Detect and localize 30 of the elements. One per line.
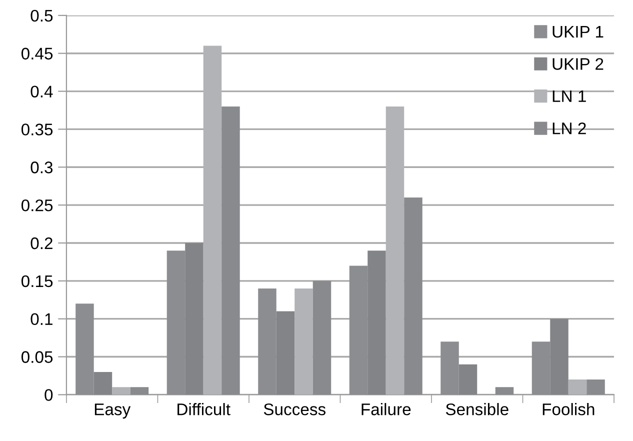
x-tick-label: Sensible <box>446 403 508 416</box>
x-tick-label: Success <box>264 403 326 416</box>
bar <box>495 387 514 395</box>
bar <box>404 197 422 395</box>
x-tick-label: Difficult <box>178 403 230 416</box>
legend-label: LN 1 <box>552 90 586 102</box>
x-tick-label: Easy <box>94 404 131 419</box>
bar <box>222 106 240 395</box>
y-tick-label: 0.2 <box>30 237 52 250</box>
y-tick-label: 0.5 <box>30 10 53 22</box>
y-tick-label: 0.1 <box>30 313 52 326</box>
y-tick-label: 0.45 <box>21 48 53 60</box>
bar <box>568 380 587 395</box>
bar <box>130 387 149 395</box>
legend-label: UKIP 2 <box>552 58 604 70</box>
y-tick-label: 0.15 <box>21 275 53 288</box>
legend-label: UKIP 1 <box>552 26 604 38</box>
x-tick-label: Failure <box>362 403 411 416</box>
y-tick-label: 0.25 <box>21 199 53 212</box>
y-tick-label: 0.4 <box>30 86 53 98</box>
y-tick-label: 0.3 <box>30 162 53 174</box>
y-tick-label: 0 <box>44 389 53 401</box>
bar <box>112 387 130 395</box>
bar <box>586 380 605 395</box>
bar <box>312 280 332 395</box>
legend-label: LN 2 <box>552 122 586 134</box>
bar <box>294 288 313 395</box>
y-tick-label: 0.05 <box>21 351 53 363</box>
y-tick-label: 0.35 <box>21 124 53 136</box>
x-tick-label: Foolish <box>542 403 594 416</box>
